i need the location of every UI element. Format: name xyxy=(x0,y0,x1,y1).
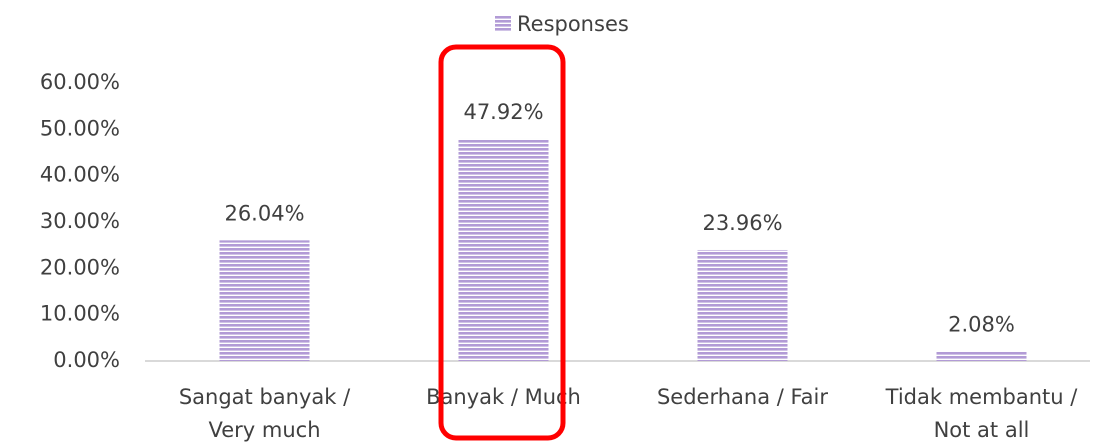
x-tick-label: Sangat banyak / xyxy=(179,385,351,409)
bar xyxy=(936,351,1027,361)
x-tick-label: Tidak membantu / xyxy=(885,385,1079,409)
highlight-box xyxy=(438,44,566,441)
y-tick-label: 0.00% xyxy=(53,348,120,372)
data-label: 2.08% xyxy=(948,312,1015,336)
y-tick-label: 40.00% xyxy=(40,163,120,187)
x-tick-label: Not at all xyxy=(934,418,1030,442)
y-tick-label: 20.00% xyxy=(40,255,120,279)
y-tick-label: 60.00% xyxy=(40,70,120,94)
bar xyxy=(697,249,788,361)
y-tick-label: 10.00% xyxy=(40,302,120,326)
data-label: 47.92% xyxy=(463,100,543,124)
bar xyxy=(458,138,549,361)
x-tick-label: Banyak / Much xyxy=(426,385,581,409)
legend-swatch xyxy=(495,16,511,32)
y-tick-label: 30.00% xyxy=(40,209,120,233)
x-tick-label: Sederhana / Fair xyxy=(657,385,828,409)
bar xyxy=(219,240,310,361)
data-label: 26.04% xyxy=(224,201,304,225)
data-label: 23.96% xyxy=(702,211,782,235)
legend-label: Responses xyxy=(517,12,629,36)
x-tick-label: Very much xyxy=(208,418,320,442)
y-tick-label: 50.00% xyxy=(40,116,120,140)
